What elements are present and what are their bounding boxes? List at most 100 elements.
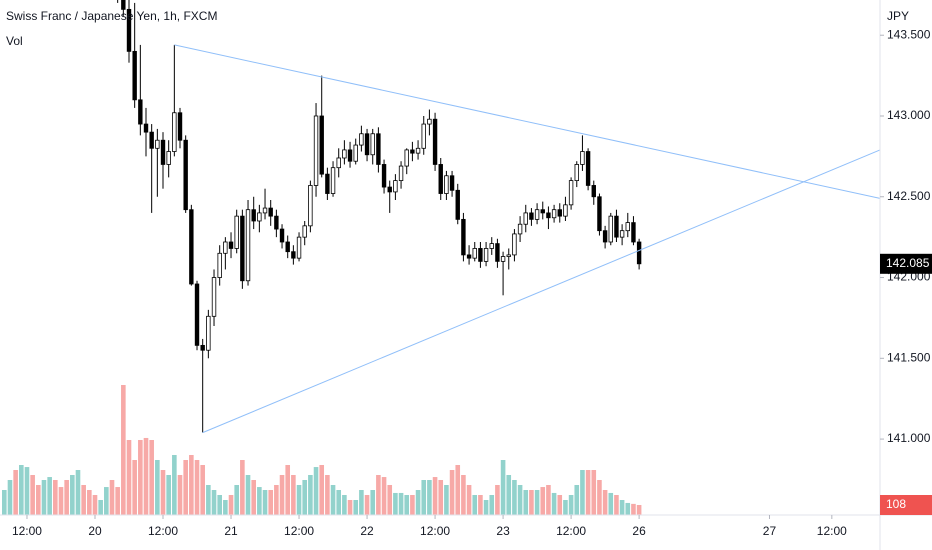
volume-bar bbox=[438, 480, 444, 515]
volume-bar bbox=[506, 475, 512, 515]
volume-label: Vol bbox=[6, 34, 23, 48]
volume-bar bbox=[602, 490, 608, 515]
candle-body bbox=[149, 131, 154, 149]
volume-bar bbox=[410, 495, 415, 515]
volume-bar bbox=[115, 487, 120, 515]
volume-bar bbox=[529, 490, 534, 515]
candle-body bbox=[461, 218, 466, 256]
x-tick-label: 21 bbox=[224, 524, 238, 538]
volume-bar bbox=[223, 500, 228, 515]
volume-bar bbox=[262, 490, 268, 515]
candle-body bbox=[160, 139, 166, 165]
candle-body bbox=[183, 139, 188, 211]
volume-bar bbox=[472, 495, 478, 515]
volume-layer bbox=[2, 385, 642, 515]
volume-bar bbox=[421, 480, 427, 515]
volume-bar bbox=[41, 480, 47, 515]
price-badge bbox=[880, 253, 932, 274]
volume-bar bbox=[87, 490, 92, 515]
price-badge-label: 142.085 bbox=[886, 256, 930, 270]
volume-bar bbox=[285, 465, 291, 515]
candle-body bbox=[291, 251, 296, 259]
candle-body bbox=[132, 50, 137, 101]
candle-body bbox=[512, 233, 517, 256]
candle-body bbox=[608, 215, 613, 243]
volume-bar bbox=[636, 505, 642, 515]
candle-body bbox=[319, 115, 324, 175]
volume-bar bbox=[58, 487, 64, 515]
candle-body bbox=[415, 147, 421, 154]
volume-bar bbox=[376, 475, 381, 515]
x-tick-label: 12:00 bbox=[148, 524, 178, 538]
volume-bar bbox=[98, 500, 103, 515]
volume-bar bbox=[172, 455, 177, 515]
volume-bar bbox=[291, 475, 296, 515]
candle-body bbox=[585, 151, 591, 186]
candle-body bbox=[500, 256, 506, 262]
candle-body bbox=[336, 157, 341, 169]
x-tick-label: 23 bbox=[496, 524, 510, 538]
candle-body bbox=[404, 149, 409, 167]
volume-bar bbox=[517, 485, 523, 515]
candle-body bbox=[268, 207, 273, 217]
volume-bar bbox=[461, 475, 466, 515]
volume-bar bbox=[132, 460, 137, 515]
volume-bar bbox=[313, 467, 319, 515]
candle-body bbox=[251, 209, 256, 222]
candle-body bbox=[347, 149, 353, 162]
x-tick-label: 12:00 bbox=[817, 524, 847, 538]
candle-body bbox=[602, 230, 608, 243]
volume-bar bbox=[53, 480, 58, 515]
candle-body bbox=[200, 344, 205, 351]
volume-bar bbox=[211, 490, 217, 515]
candle-body bbox=[257, 212, 262, 222]
candle-body bbox=[393, 180, 398, 193]
x-tick-label: 20 bbox=[88, 524, 102, 538]
volume-bar bbox=[563, 500, 568, 515]
volume-badge-label: 108 bbox=[886, 497, 906, 511]
volume-bar bbox=[483, 500, 489, 515]
volume-bar bbox=[512, 480, 517, 515]
volume-bar bbox=[444, 485, 449, 515]
volume-bar bbox=[13, 470, 18, 515]
candle-body bbox=[427, 118, 432, 125]
volume-bar bbox=[257, 487, 262, 515]
volume-bar bbox=[398, 492, 404, 515]
candle-body bbox=[421, 123, 426, 149]
volume-bar bbox=[381, 477, 387, 515]
volume-bar bbox=[319, 465, 325, 515]
candle-body bbox=[166, 151, 171, 165]
candle-body bbox=[398, 165, 404, 182]
volume-bar bbox=[251, 480, 256, 515]
chart-title: Swiss Franc / Japanese Yen, 1h, FXCM bbox=[6, 9, 217, 23]
candle-body bbox=[546, 212, 551, 219]
volume-bar bbox=[534, 490, 540, 515]
volume-bar bbox=[393, 492, 398, 515]
candle-body bbox=[444, 175, 449, 194]
candle-body bbox=[240, 215, 245, 282]
volume-bar bbox=[540, 487, 546, 515]
volume-bar bbox=[359, 490, 364, 515]
volume-bar bbox=[75, 470, 81, 515]
volume-bar bbox=[245, 475, 251, 515]
volume-bar bbox=[279, 475, 285, 515]
volume-bar bbox=[546, 485, 551, 515]
volume-bar bbox=[325, 475, 330, 515]
candle-layer bbox=[117, 0, 642, 433]
x-tick-label: 22 bbox=[360, 524, 374, 538]
candle-body bbox=[410, 149, 415, 154]
candle-body bbox=[302, 225, 307, 238]
candle-body bbox=[177, 112, 183, 141]
candle-body bbox=[483, 248, 489, 262]
candle-body bbox=[625, 222, 630, 232]
volume-bar bbox=[206, 485, 211, 515]
volume-bar bbox=[591, 470, 597, 515]
candle-body bbox=[580, 151, 585, 165]
candle-body bbox=[138, 99, 143, 125]
candle-body bbox=[274, 215, 279, 230]
volume-bar bbox=[81, 485, 86, 515]
volume-bar bbox=[138, 440, 143, 515]
volume-bar bbox=[30, 475, 35, 515]
volume-bar bbox=[353, 500, 359, 515]
